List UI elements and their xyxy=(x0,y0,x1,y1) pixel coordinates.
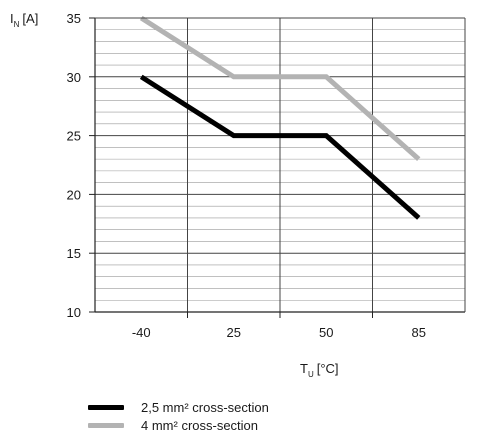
y-tick-labels: 10 15 20 25 30 35 xyxy=(67,11,95,320)
x-tick-label: 50 xyxy=(319,325,333,340)
y-tick-label: 20 xyxy=(67,187,81,202)
y-tick-label: 10 xyxy=(67,305,81,320)
legend-swatch-2-5mm xyxy=(88,404,124,410)
y-axis-title: IN [A] xyxy=(10,11,38,29)
legend-label-2-5mm: 2,5 mm² cross-section xyxy=(141,399,269,415)
x-tick-labels: -40 25 50 85 xyxy=(132,312,426,340)
legend-swatch-4mm xyxy=(88,422,124,428)
series-line-0 xyxy=(139,74,421,220)
x-tick-label: 25 xyxy=(227,325,241,340)
major-gridlines xyxy=(95,18,465,312)
legend: 2,5 mm² cross-section 4 mm² cross-sectio… xyxy=(88,398,269,434)
y-tick-label: 25 xyxy=(67,129,81,144)
series-line-1 xyxy=(139,15,421,161)
y-tick-label: 30 xyxy=(67,70,81,85)
y-tick-label: 35 xyxy=(67,11,81,26)
legend-item-2-5mm: 2,5 mm² cross-section xyxy=(88,398,269,416)
x-tick-label: 85 xyxy=(412,325,426,340)
x-tick-label: -40 xyxy=(132,325,151,340)
x-axis-title: TU [°C] xyxy=(300,361,339,379)
legend-label-4mm: 4 mm² cross-section xyxy=(141,417,259,433)
y-tick-label: 15 xyxy=(67,246,81,261)
legend-item-4mm: 4 mm² cross-section xyxy=(88,416,269,434)
